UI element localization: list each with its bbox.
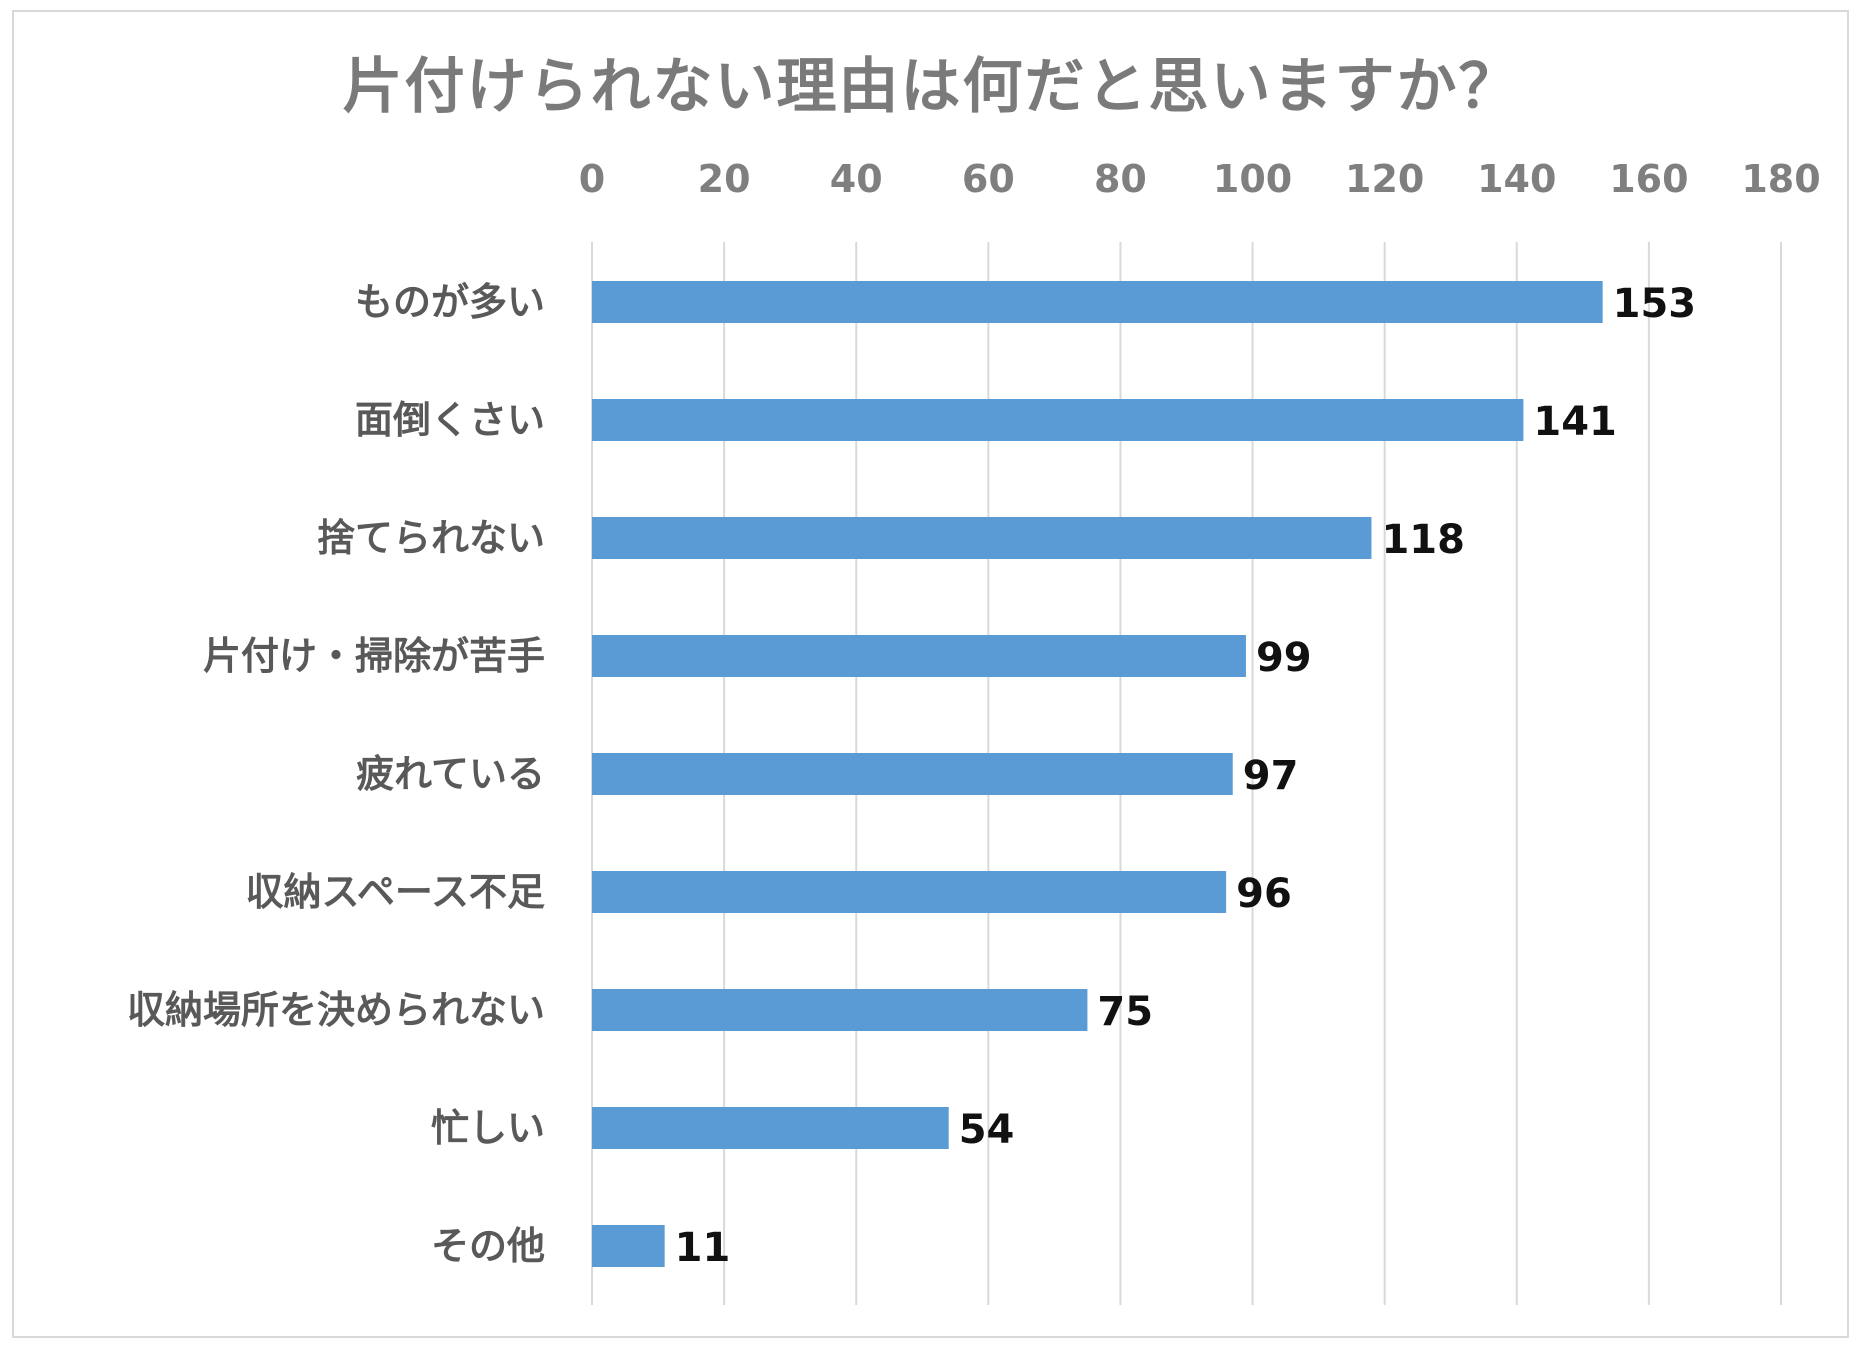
chart-title: 片付けられない理由は何だと思いますか？ <box>342 52 1521 122</box>
x-tick-label: 180 <box>1741 157 1820 201</box>
data-label: 153 <box>1613 281 1697 327</box>
x-tick-label: 40 <box>830 157 883 201</box>
x-tick-label: 20 <box>698 157 751 201</box>
category-label: その他 <box>431 1224 545 1268</box>
x-tick-label: 140 <box>1477 157 1556 201</box>
x-tick-label: 60 <box>962 157 1015 201</box>
x-tick-label: 120 <box>1345 157 1424 201</box>
data-label: 99 <box>1256 635 1312 681</box>
x-tick-label: 0 <box>579 157 605 201</box>
category-label: 収納スペース不足 <box>246 870 545 914</box>
data-label: 54 <box>959 1107 1015 1153</box>
x-tick-label: 160 <box>1609 157 1688 201</box>
bar <box>592 281 1603 323</box>
bar <box>592 399 1524 441</box>
data-label: 118 <box>1381 517 1465 563</box>
bar <box>592 753 1233 795</box>
data-label: 97 <box>1243 753 1299 799</box>
bar <box>592 1225 665 1267</box>
category-label: 面倒くさい <box>355 398 545 442</box>
category-label: 捨てられない <box>317 516 545 560</box>
category-label: 収納場所を決められない <box>127 988 545 1032</box>
category-label: 片付け・掃除が苦手 <box>203 634 545 678</box>
x-tick-label: 100 <box>1213 157 1292 201</box>
data-label: 11 <box>675 1225 731 1271</box>
category-label: 疲れている <box>356 752 545 796</box>
bar <box>592 635 1246 677</box>
category-label: ものが多い <box>355 280 545 324</box>
data-label: 96 <box>1236 871 1292 917</box>
data-label: 75 <box>1097 989 1153 1035</box>
data-label: 141 <box>1533 399 1617 445</box>
bar <box>592 1107 949 1149</box>
x-tick-label: 80 <box>1094 157 1147 201</box>
bar <box>592 517 1372 559</box>
category-label: 忙しい <box>431 1106 545 1150</box>
bar <box>592 871 1227 913</box>
bar <box>592 989 1088 1031</box>
